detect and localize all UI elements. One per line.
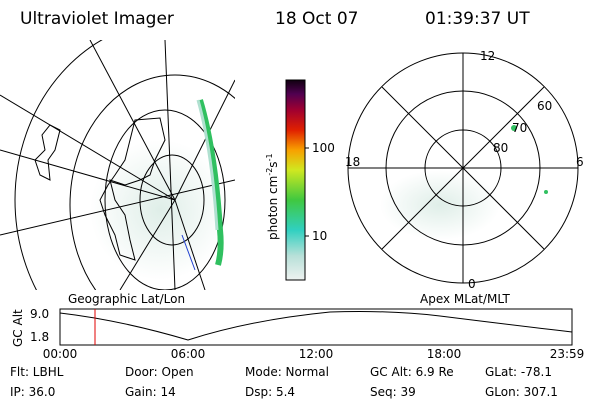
geo-map [0,40,235,290]
x-tick-label: 18:00 [427,347,462,361]
x-tick-label: 23:59 [550,347,585,361]
footer-field: Door: Open [125,365,194,379]
colorbar-label: photon cm-2s-1 [265,153,280,240]
footer-field: Seq: 39 [370,385,416,399]
y-tick-label: 9.0 [30,307,49,321]
lat-label: 70 [512,121,527,135]
panel-label: Geographic Lat/Lon [68,292,185,306]
footer: Flt: LBHL Door: Open Mode: Normal GC Alt: 6… [10,365,558,399]
x-tick-label: 06:00 [171,347,206,361]
date: 18 Oct 07 [275,9,358,29]
mlt-label: 18 [345,155,360,169]
x-tick-label: 12:00 [299,347,334,361]
footer-field: GLon: 307.1 [485,385,558,399]
lat-label: 80 [493,141,508,155]
footer-field: Gain: 14 [125,385,176,399]
footer-field: Mode: Normal [245,365,329,379]
colorbar-tick: 100 [312,141,335,155]
polar-plot: 12 18 6 0 60 70 80 [345,49,584,291]
label: -2 [265,168,274,176]
y-tick-label: 1.8 [30,330,49,344]
colorbar [285,79,306,281]
time: 01:39:37 UT [425,9,530,29]
footer-field: GC Alt: 6.9 Re [370,365,454,379]
footer-field: GLat: -78.1 [485,365,552,379]
x-tick-label: 00:00 [43,347,78,361]
label: photon cm [266,176,280,240]
lat-label: 60 [537,99,552,113]
label: -1 [265,153,274,161]
footer-field: IP: 36.0 [10,385,55,399]
footer-field: Flt: LBHL [10,365,64,379]
colorbar-tick: 10 [312,229,327,243]
y-axis-label: GC Alt [11,309,25,347]
title: Ultraviolet Imager [20,9,174,29]
panel-label: Apex MLat/MLT [420,292,510,306]
label: s [266,161,280,167]
footer-field: Dsp: 5.4 [245,385,295,399]
altitude-panel: GC Alt 9.0 1.8 00:00 06:00 12:00 18:00 2… [11,307,584,361]
mlt-label: 12 [480,49,495,63]
mlt-label: 0 [468,277,476,291]
mlt-label: 6 [576,155,584,169]
